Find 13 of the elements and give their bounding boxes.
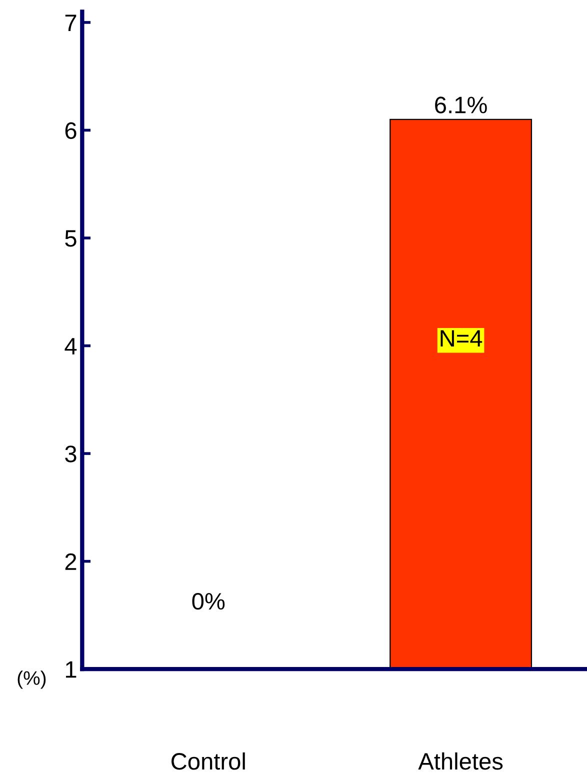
x-tick-label: Athletes [418, 752, 503, 770]
annotation: N=4 [440, 330, 482, 346]
y-tick-label: 4 [64, 338, 77, 354]
y-tick-label: 2 [65, 553, 76, 570]
y-tick-label: 5 [65, 230, 76, 247]
data-label: 6.1% [435, 96, 487, 114]
x-tick-label: Control [172, 752, 245, 770]
y-tick-label: 1 [66, 661, 76, 678]
y-tick-label: 6 [65, 122, 76, 140]
y-tick-label: 3 [65, 446, 76, 462]
annotation: 0% [192, 592, 225, 610]
y-axis-title: (%) [18, 670, 46, 689]
y-tick-label: 7 [65, 14, 76, 32]
